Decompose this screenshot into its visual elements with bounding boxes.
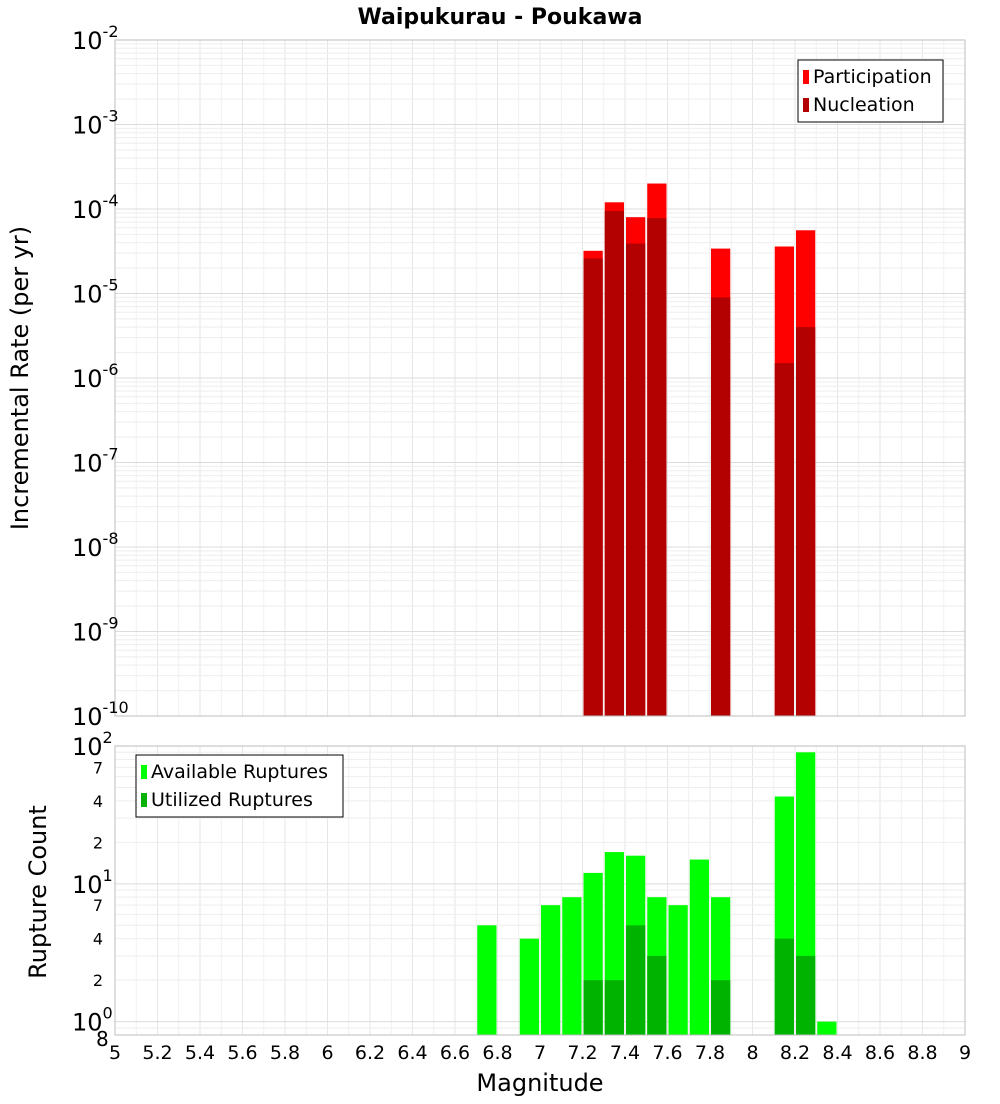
bar-available-ruptures [562, 897, 582, 1035]
bottom-bars [477, 752, 837, 1035]
bar-utilized-ruptures [647, 955, 667, 1035]
x-tick-label: 6.4 [397, 1042, 427, 1064]
x-tick-label: 5 [109, 1042, 121, 1064]
y-tick-label: 4 [93, 930, 103, 949]
y-tick-label: 10-7 [72, 445, 119, 478]
x-tick-label: 6.2 [355, 1042, 385, 1064]
bar-available-ruptures [668, 905, 688, 1035]
y-tick-label: 100 [72, 1004, 113, 1037]
y-tick-label: 102 [72, 728, 113, 761]
y-tick-label: 10-5 [72, 276, 119, 309]
bar-nucleation [711, 297, 731, 716]
x-tick-label: 8.2 [780, 1042, 810, 1064]
legend-swatch [141, 765, 147, 779]
top-bars [583, 183, 816, 716]
bar-utilized-ruptures [626, 925, 646, 1035]
x-tick-label: 7.6 [652, 1042, 682, 1064]
bar-nucleation [774, 363, 794, 716]
top-gridlines [114, 39, 966, 717]
bar-utilized-ruptures [583, 980, 603, 1035]
y-tick-label: 10-3 [72, 107, 119, 140]
x-tick-label: 7.4 [610, 1042, 640, 1064]
bar-available-ruptures [541, 905, 561, 1035]
chart-title: Waipukurau - Poukawa [358, 5, 643, 30]
x-axis-label: Magnitude [476, 1069, 603, 1097]
legend-label: Nucleation [813, 94, 915, 116]
legend-swatch [803, 70, 809, 84]
legend-label: Available Ruptures [151, 761, 328, 783]
x-tick-label: 5.4 [185, 1042, 215, 1064]
x-tick-label: 8 [746, 1042, 758, 1064]
legend-label: Participation [813, 66, 932, 88]
bar-nucleation [604, 210, 624, 716]
x-tick-label: 5.8 [270, 1042, 300, 1064]
top-y-tick-labels: 10-10 10-9 10-8 10-7 10-6 10-5 10-4 10-3 10-2 [72, 22, 129, 731]
bar-utilized-ruptures [711, 980, 731, 1035]
x-tick-label: 8.6 [865, 1042, 895, 1064]
bar-utilized-ruptures [796, 955, 816, 1035]
bottom-plot-frame [114, 745, 966, 1036]
y-tick-label: 10-2 [72, 22, 119, 55]
bar-available-ruptures [689, 859, 709, 1035]
legend-box [135, 754, 344, 818]
x-tick-label: 7.2 [567, 1042, 597, 1064]
legend-box [797, 59, 944, 123]
bar-available-ruptures [817, 1021, 837, 1035]
y-tick-label: 10-9 [72, 614, 119, 647]
bar-nucleation [647, 218, 667, 716]
x-tick-label: 7 [534, 1042, 546, 1064]
y-tick-label: 7 [93, 758, 103, 777]
bar-available-ruptures [519, 938, 539, 1035]
bottom-legend: Available Ruptures Utilized Ruptures [135, 754, 344, 818]
x-tick-labels: 5 5.2 5.4 5.6 5.8 6 6.2 6.4 6.6 6.8 7 7.2 7.4 7.6 7.8 8… [109, 1042, 971, 1064]
y-tick-label: 10-10 [72, 698, 129, 731]
y-tick-label: 2 [93, 971, 103, 990]
x-tick-label: 8.4 [822, 1042, 852, 1064]
top-y-axis-label: Incremental Rate (per yr) [6, 226, 34, 530]
legend-swatch [141, 793, 147, 807]
x-tick-label: 6 [321, 1042, 333, 1064]
x-tick-label: 5.6 [227, 1042, 257, 1064]
bar-available-ruptures [477, 925, 497, 1035]
y-tick-label: 2 [93, 833, 103, 852]
y-tick-label: 8 [96, 1027, 109, 1051]
bar-nucleation [796, 327, 816, 716]
top-plot-frame [114, 39, 966, 717]
x-tick-label: 7.8 [695, 1042, 725, 1064]
bar-nucleation [626, 243, 646, 716]
bar-utilized-ruptures [604, 980, 624, 1035]
x-tick-label: 8.8 [907, 1042, 937, 1064]
x-tick-label: 5.2 [142, 1042, 172, 1064]
y-tick-label: 10-4 [72, 191, 119, 224]
bar-utilized-ruptures [774, 938, 794, 1035]
y-tick-label: 7 [93, 896, 103, 915]
y-tick-label: 101 [72, 866, 113, 899]
x-tick-label: 6.6 [440, 1042, 470, 1064]
x-tick-label: 6.8 [482, 1042, 512, 1064]
y-tick-label: 10-8 [72, 529, 119, 562]
y-tick-label: 4 [93, 792, 103, 811]
y-tick-label: 10-6 [72, 360, 119, 393]
x-tick-label: 9 [959, 1042, 971, 1064]
bottom-y-axis-label: Rupture Count [24, 805, 52, 979]
top-legend: Participation Nucleation [797, 59, 944, 123]
legend-swatch [803, 98, 809, 112]
legend-label: Utilized Ruptures [151, 789, 313, 811]
bar-nucleation [583, 258, 603, 716]
